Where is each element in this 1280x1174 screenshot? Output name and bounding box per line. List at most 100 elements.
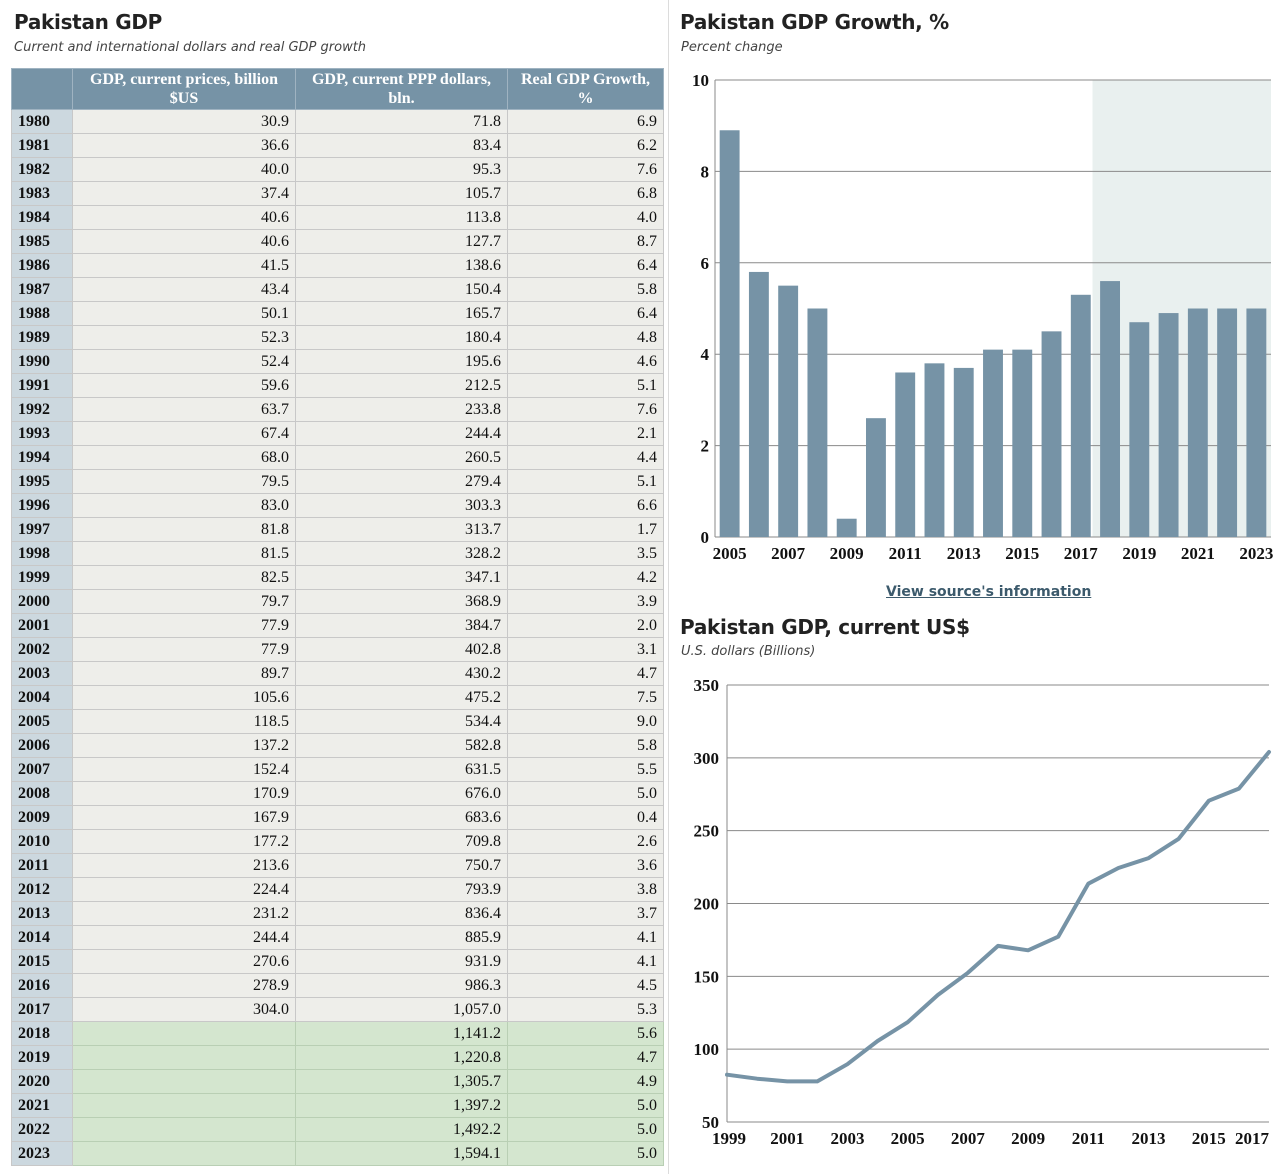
table-row: 1992 63.7 233.8 7.6 [11,397,664,422]
cell-year: 2006 [11,733,73,758]
cell-gdp-ppp: 95.3 [295,157,508,182]
cell-gdp-current: 77.9 [72,613,296,638]
cell-year: 1980 [11,109,73,134]
table-row: 2010 177.2 709.8 2.6 [11,829,664,854]
table-row: 1986 41.5 138.6 6.4 [11,253,664,278]
cell-real-growth: 5.0 [507,781,664,806]
cell-real-growth: 6.4 [507,301,664,326]
table-row: 2000 79.7 368.9 3.9 [11,589,664,614]
cell-year: 1983 [11,181,73,206]
x-tick-label: 2021 [1181,544,1215,563]
cell-gdp-ppp: 430.2 [295,661,508,686]
cell-gdp-ppp: 1,492.2 [295,1117,508,1142]
cell-gdp-ppp: 885.9 [295,925,508,950]
cell-gdp-current: 63.7 [72,397,296,422]
cell-year: 1996 [11,493,73,518]
cell-year: 2017 [11,997,73,1022]
cell-gdp-current: 59.6 [72,373,296,398]
table-row: 1989 52.3 180.4 4.8 [11,325,664,350]
cell-real-growth: 4.0 [507,205,664,230]
table-row: 2006 137.2 582.8 5.8 [11,733,664,758]
cell-gdp-ppp: 1,594.1 [295,1141,508,1166]
cell-gdp-current: 79.7 [72,589,296,614]
cell-year: 2003 [11,661,73,686]
cell-year: 1997 [11,517,73,542]
cell-real-growth: 4.8 [507,325,664,350]
cell-year: 2008 [11,781,73,806]
cell-real-growth: 4.7 [507,661,664,686]
x-tick-label: 2011 [1072,1129,1105,1148]
table-row: 1993 67.4 244.4 2.1 [11,421,664,446]
table-row: 1997 81.8 313.7 1.7 [11,517,664,542]
cell-gdp-current: 77.9 [72,637,296,662]
table-row: 2016 278.9 986.3 4.5 [11,973,664,998]
cell-real-growth: 9.0 [507,709,664,734]
point-2014 [1178,838,1180,840]
table-row: 2004 105.6 475.2 7.5 [11,685,664,710]
cell-real-growth: 3.9 [507,589,664,614]
y-tick-label: 350 [694,676,720,695]
cell-real-growth: 3.6 [507,853,664,878]
cell-gdp-ppp: 368.9 [295,589,508,614]
point-2017 [1268,751,1270,753]
point-2003 [846,1063,848,1065]
cell-year: 1995 [11,469,73,494]
cell-gdp-current: 105.6 [72,685,296,710]
point-2006 [937,994,939,996]
cell-year: 2016 [11,973,73,998]
bar-2012 [924,363,945,537]
cell-year: 2001 [11,613,73,638]
cell-year: 1989 [11,325,73,350]
cell-real-growth: 3.8 [507,877,664,902]
cell-gdp-current [72,1117,296,1142]
growth-bar-chart: 0 2 4 6 8 10 2005 2007 2009 2011 2013 2015 2017 2019 2… [692,71,1273,563]
cell-gdp-current: 213.6 [72,853,296,878]
cell-gdp-current: 41.5 [72,253,296,278]
table-row: 2023 1,594.1 5.0 [11,1141,664,1166]
cell-gdp-current: 40.0 [72,157,296,182]
cell-gdp-current: 36.6 [72,133,296,158]
point-2008 [997,945,999,947]
cell-gdp-ppp: 347.1 [295,565,508,590]
cell-real-growth: 5.6 [507,1021,664,1046]
usd-chart-subtitle: U.S. dollars (Billions) [681,644,816,659]
table-row: 2002 77.9 402.8 3.1 [11,637,664,662]
cell-gdp-current: 152.4 [72,757,296,782]
bar-2015 [1012,349,1033,537]
x-tick-label: 2009 [1011,1129,1045,1148]
cell-gdp-current: 43.4 [72,277,296,302]
cell-year: 1993 [11,421,73,446]
cell-year: 2019 [11,1045,73,1070]
x-tick-label: 2015 [1192,1129,1226,1148]
cell-year: 2007 [11,757,73,782]
bar-2014 [983,349,1003,537]
table-row: 2013 231.2 836.4 3.7 [11,901,664,926]
cell-year: 2002 [11,637,73,662]
table-row: 2020 1,305.7 4.9 [11,1069,664,1094]
header-gdp-ppp: GDP, current PPP dollars, bln. [295,68,508,110]
cell-year: 2010 [11,829,73,854]
cell-real-growth: 6.4 [507,253,664,278]
table-row: 1998 81.5 328.2 3.5 [11,541,664,566]
cell-gdp-current: 37.4 [72,181,296,206]
y-tick-label: 50 [702,1113,719,1132]
table-row: 2009 167.9 683.6 0.4 [11,805,664,830]
cell-gdp-ppp: 180.4 [295,325,508,350]
cell-year: 1992 [11,397,73,422]
cell-real-growth: 5.0 [507,1117,664,1142]
cell-gdp-ppp: 683.6 [295,805,508,830]
cell-year: 1984 [11,205,73,230]
header-year [11,68,73,110]
header-real-growth: Real GDP Growth, % [507,68,664,110]
table-row: 1985 40.6 127.7 8.7 [11,229,664,254]
bar-2017 [1070,294,1091,537]
view-source-link[interactable]: View source's information [886,584,1092,600]
y-tick-label: 300 [694,749,720,768]
cell-gdp-current [72,1093,296,1118]
table-row: 1981 36.6 83.4 6.2 [11,133,664,158]
y-tick-label: 200 [694,895,720,914]
cell-real-growth: 5.1 [507,469,664,494]
cell-year: 1988 [11,301,73,326]
cell-real-growth: 7.5 [507,685,664,710]
cell-gdp-ppp: 260.5 [295,445,508,470]
